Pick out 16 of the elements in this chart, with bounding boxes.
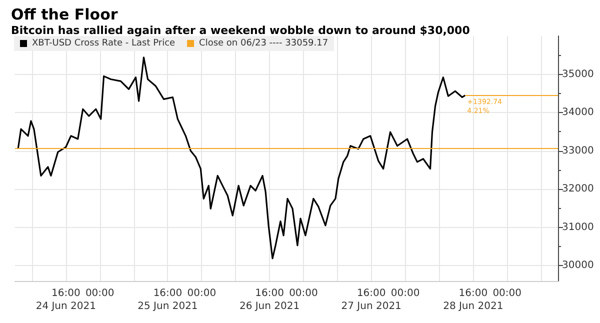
legend-label: XBT-USD Cross Rate - Last Price: [32, 38, 176, 48]
chart-title: Off the Floor: [11, 6, 118, 24]
y-tick-label: 33000: [562, 145, 594, 156]
x-tick-label: 00:00: [390, 288, 420, 299]
y-tick-label: 30000: [562, 260, 594, 272]
y-tick-label: 32000: [562, 184, 594, 195]
y-tick-label: 35000: [562, 68, 594, 80]
y-tick-label: 31000: [562, 222, 594, 233]
line-series: [17, 56, 466, 260]
legend-label: Close on 06/23 ---- 33059.17: [199, 38, 328, 48]
x-tick-label: 00:00: [492, 288, 522, 299]
x-tick-label: 00:00: [289, 288, 318, 299]
chart-subtitle: Bitcoin has rallied again after a weekend wobble down to around $30,000: [11, 24, 470, 37]
y-tick-label: 34000: [562, 107, 594, 118]
x-tick-label: 00:00: [85, 288, 114, 299]
x-tick-label: 00:00: [187, 288, 216, 299]
